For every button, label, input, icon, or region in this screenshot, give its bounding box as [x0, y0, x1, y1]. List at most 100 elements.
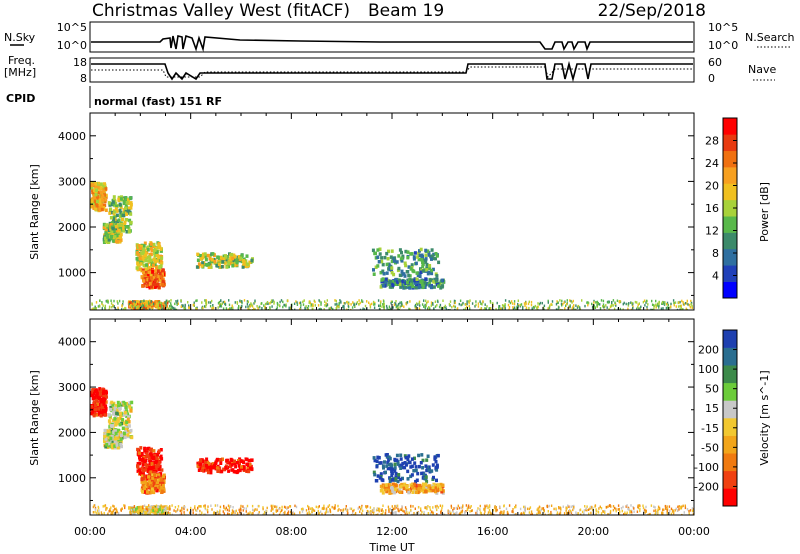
- data-cell: [482, 300, 484, 303]
- data-cell: [417, 511, 420, 514]
- data-cell: [214, 461, 218, 466]
- data-cell: [176, 509, 178, 513]
- data-cell: [239, 299, 241, 303]
- data-cell: [435, 468, 439, 472]
- data-cell: [241, 300, 243, 303]
- data-cell: [602, 303, 605, 306]
- data-cell: [136, 509, 139, 513]
- data-cell: [469, 299, 471, 302]
- data-cell: [147, 513, 150, 515]
- data-cell: [556, 300, 558, 303]
- data-cell: [392, 306, 394, 309]
- data-cell: [262, 513, 264, 515]
- data-cell: [466, 507, 469, 510]
- data-cell: [124, 306, 126, 310]
- data-cell: [411, 513, 413, 515]
- data-cell: [483, 508, 485, 511]
- data-cell: [205, 299, 207, 302]
- data-cell: [328, 307, 330, 310]
- data-cell: [376, 455, 380, 460]
- data-cell: [491, 302, 494, 305]
- data-cell: [373, 507, 375, 511]
- data-cell: [145, 283, 149, 288]
- data-cell: [113, 299, 115, 303]
- data-cell: [661, 301, 664, 304]
- data-cell: [594, 306, 596, 309]
- data-cell: [119, 442, 123, 447]
- data-cell: [428, 284, 432, 288]
- data-cell: [414, 261, 418, 266]
- data-cell: [322, 507, 325, 511]
- colorbar-tick-label: 16: [705, 202, 719, 215]
- data-cell: [99, 414, 103, 418]
- colorbar-tick-label: 4: [712, 270, 719, 283]
- data-cell: [682, 308, 684, 310]
- data-cell: [465, 510, 467, 513]
- data-cell: [146, 245, 150, 249]
- data-cell: [154, 269, 158, 273]
- data-cell: [97, 506, 100, 510]
- data-cell: [222, 257, 226, 261]
- data-cell: [99, 305, 101, 308]
- data-cell: [140, 466, 144, 471]
- data-cell: [115, 508, 118, 512]
- data-cell: [148, 299, 151, 303]
- data-cell: [658, 306, 660, 309]
- data-cell: [568, 510, 570, 513]
- data-cell: [138, 300, 140, 304]
- data-cell: [454, 308, 456, 310]
- data-cell: [425, 299, 427, 303]
- data-cell: [237, 306, 240, 309]
- nave-tick-top: 60: [708, 56, 722, 69]
- data-cell: [404, 463, 408, 467]
- data-cell: [127, 415, 131, 419]
- data-cell: [555, 308, 558, 310]
- data-cell: [311, 511, 313, 515]
- data-cell: [233, 263, 237, 268]
- data-cell: [112, 410, 116, 415]
- data-cell: [104, 409, 107, 413]
- data-cell: [431, 510, 433, 513]
- data-cell: [131, 305, 133, 308]
- colorbar-swatch: [723, 365, 737, 384]
- data-cell: [493, 513, 495, 515]
- data-cell: [387, 458, 391, 462]
- data-cell: [156, 461, 159, 465]
- data-cell: [691, 304, 693, 308]
- data-cell: [215, 466, 219, 470]
- data-cell: [617, 508, 619, 511]
- data-cell: [207, 510, 209, 514]
- data-cell: [420, 513, 422, 515]
- data-cell: [102, 402, 106, 406]
- data-cell: [405, 270, 409, 274]
- data-cell: [142, 512, 145, 515]
- data-cell: [603, 308, 606, 310]
- data-cell: [666, 505, 668, 508]
- data-cell: [329, 507, 331, 511]
- data-cell: [664, 302, 666, 306]
- data-cell: [487, 511, 490, 514]
- data-cell: [208, 301, 210, 304]
- data-cell: [634, 300, 637, 304]
- data-cell: [558, 306, 560, 309]
- colorbar-swatch: [723, 134, 737, 152]
- data-cell: [462, 504, 464, 507]
- data-cell: [433, 457, 437, 461]
- data-cell: [386, 466, 390, 471]
- data-cell: [526, 507, 529, 511]
- data-cell: [125, 212, 129, 216]
- data-cell: [388, 510, 390, 513]
- data-cell: [556, 511, 559, 514]
- data-cell: [143, 301, 147, 306]
- data-cell: [481, 303, 483, 306]
- data-cell: [309, 507, 312, 510]
- data-cell: [405, 484, 408, 489]
- data-cell: [135, 257, 139, 261]
- colorbar-tick-label: 50: [705, 383, 719, 396]
- data-cell: [149, 511, 151, 515]
- data-cell: [512, 508, 514, 511]
- data-cell: [231, 512, 233, 515]
- data-cell: [645, 509, 647, 513]
- data-cell: [146, 303, 148, 307]
- data-cell: [372, 509, 374, 512]
